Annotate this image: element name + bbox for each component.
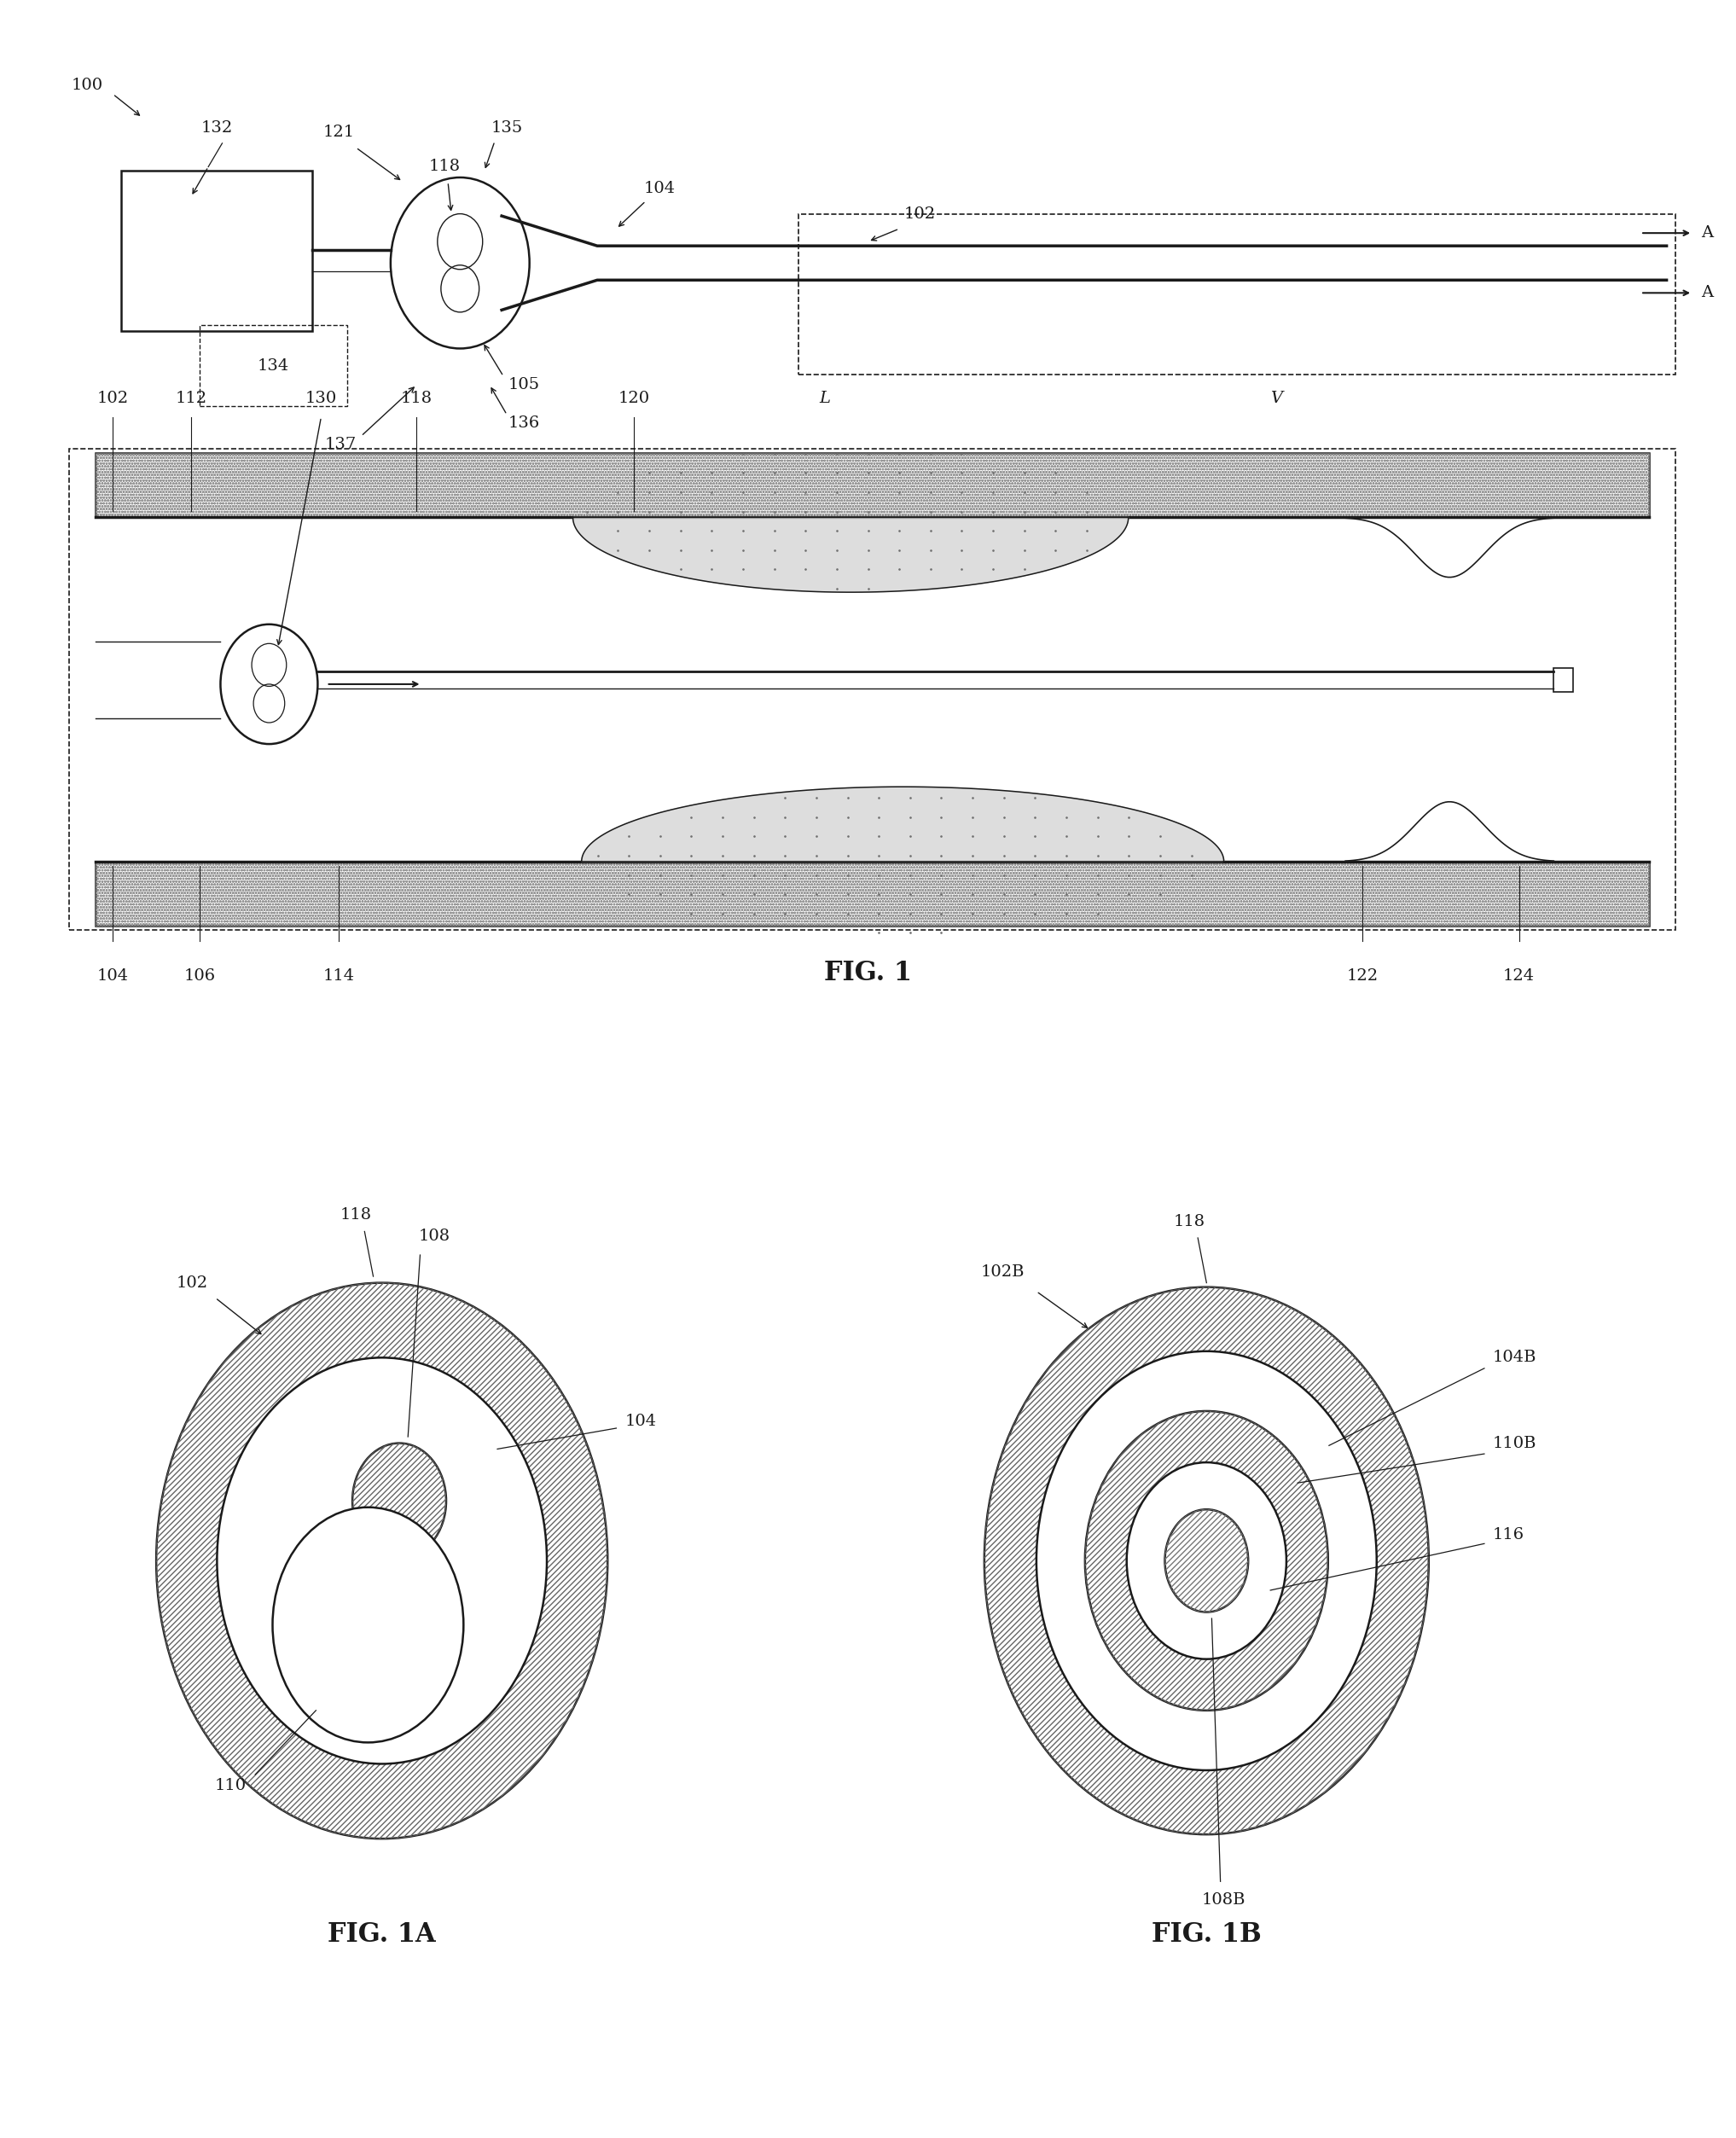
Circle shape	[273, 1507, 464, 1742]
Text: 120: 120	[618, 391, 649, 406]
Circle shape	[1165, 1509, 1248, 1612]
Circle shape	[156, 1283, 608, 1839]
Text: 106: 106	[184, 969, 215, 983]
Text: 121: 121	[323, 124, 354, 141]
Bar	[122, 171, 312, 331]
Circle shape	[1085, 1411, 1328, 1710]
Text: FIG. 1B: FIG. 1B	[1151, 1922, 1262, 1948]
Polygon shape	[573, 517, 1128, 592]
Text: 132: 132	[201, 120, 233, 137]
Text: A: A	[1701, 284, 1713, 301]
Bar	[95, 453, 1649, 517]
Text: 118: 118	[340, 1208, 372, 1223]
Text: 116: 116	[1493, 1527, 1524, 1544]
Text: 100: 100	[71, 77, 102, 94]
Text: 105: 105	[509, 376, 540, 393]
Bar	[95, 862, 1649, 926]
Circle shape	[984, 1287, 1429, 1834]
Text: 122: 122	[1347, 969, 1378, 983]
Text: 118: 118	[429, 158, 460, 175]
Text: 108B: 108B	[1201, 1892, 1246, 1907]
Text: 110B: 110B	[1493, 1435, 1536, 1452]
Text: 104B: 104B	[1493, 1349, 1536, 1366]
Text: 135: 135	[491, 120, 523, 137]
Text: 104: 104	[644, 180, 675, 197]
Text: A: A	[1701, 224, 1713, 242]
Text: 104: 104	[625, 1413, 656, 1430]
Text: FIG. 1: FIG. 1	[825, 960, 911, 986]
Text: 110: 110	[215, 1777, 247, 1794]
Text: 136: 136	[509, 415, 540, 432]
Bar	[95, 453, 1649, 517]
Text: 114: 114	[323, 969, 354, 983]
Text: 112: 112	[175, 391, 207, 406]
Text: 118: 118	[401, 391, 432, 406]
Bar	[95, 862, 1649, 926]
Circle shape	[217, 1358, 547, 1764]
Text: 104: 104	[97, 969, 128, 983]
Text: 137: 137	[325, 436, 356, 453]
Circle shape	[220, 624, 318, 744]
Polygon shape	[582, 787, 1224, 862]
Text: 130: 130	[306, 391, 337, 406]
Text: 134: 134	[257, 357, 290, 374]
Circle shape	[1036, 1351, 1377, 1770]
Text: L: L	[819, 391, 830, 406]
Text: 108: 108	[418, 1229, 450, 1244]
Text: 102: 102	[97, 391, 128, 406]
Text: 118: 118	[1174, 1214, 1205, 1229]
Text: V: V	[1271, 391, 1281, 406]
Bar	[69, 449, 1675, 930]
Text: FIG. 1A: FIG. 1A	[328, 1922, 436, 1948]
Text: 102: 102	[177, 1274, 208, 1291]
Bar	[1554, 667, 1573, 691]
Circle shape	[352, 1443, 446, 1559]
Bar	[799, 214, 1675, 374]
Circle shape	[391, 177, 529, 348]
Circle shape	[1127, 1462, 1286, 1659]
Text: 102B: 102B	[981, 1264, 1024, 1281]
Bar	[200, 325, 347, 406]
Text: 102: 102	[904, 205, 936, 222]
Text: 124: 124	[1503, 969, 1535, 983]
